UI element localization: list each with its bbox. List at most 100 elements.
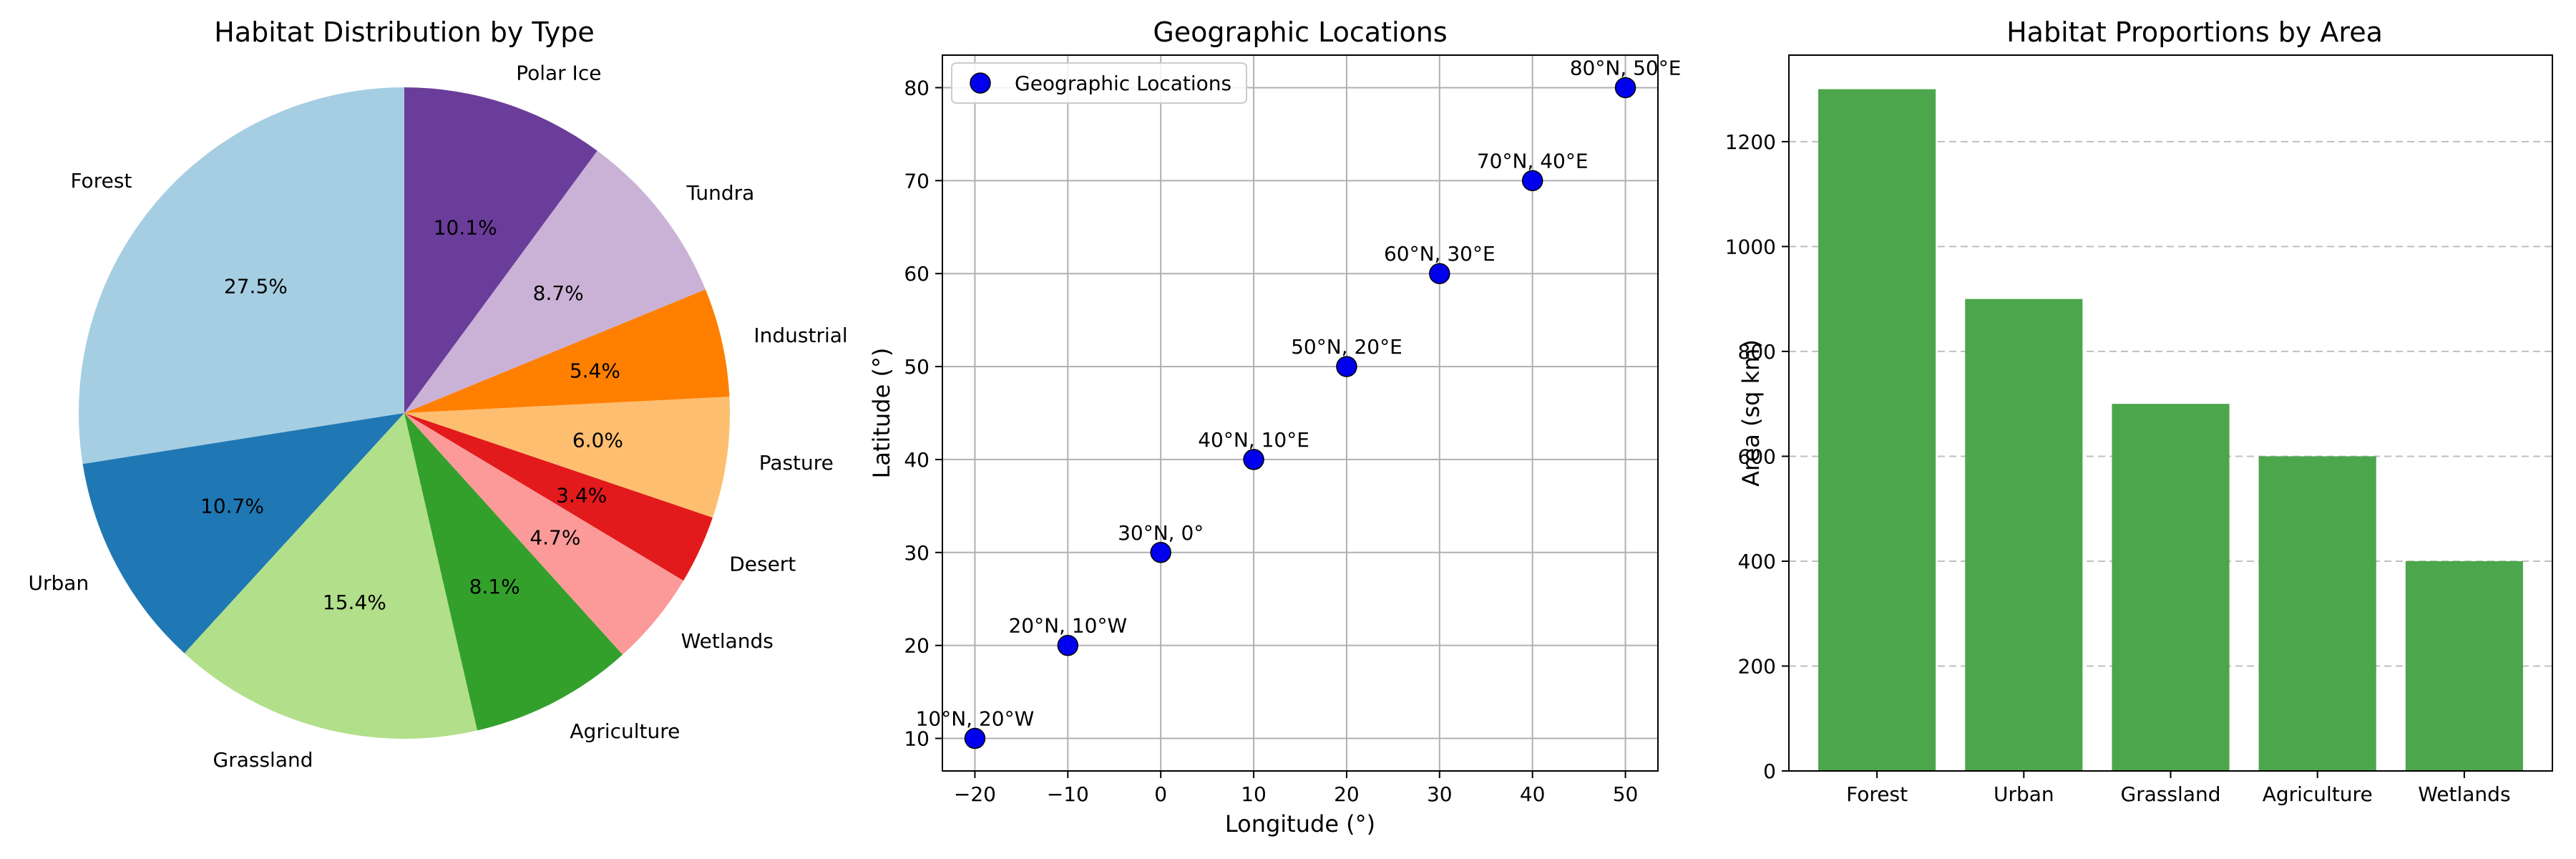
scatter-point xyxy=(1150,542,1171,563)
pie-pct-label-pasture: 6.0% xyxy=(572,429,623,452)
scatter-point xyxy=(1521,170,1543,192)
pie-chart-title: Habitat Distribution by Type xyxy=(214,16,594,48)
scatter-grid xyxy=(942,55,1658,771)
scatter-axes-frame xyxy=(942,54,1659,772)
pie-slice-polar-ice xyxy=(404,87,597,413)
pie-slice-label-urban: Urban xyxy=(29,571,89,595)
scatter-point-label: 40°N, 10°E xyxy=(1198,428,1309,452)
pie-slice-label-tundra: Tundra xyxy=(686,181,755,205)
bar-y-tick-label: 600 xyxy=(1738,445,1776,468)
pie-pct-label-grassland: 15.4% xyxy=(323,591,386,614)
pie-slice-label-polar-ice: Polar Ice xyxy=(516,62,601,85)
scatter-point xyxy=(1336,356,1357,377)
pie-slice-agriculture xyxy=(404,413,623,731)
bar-agriculture xyxy=(2258,456,2376,771)
scatter-y-tick-label: 80 xyxy=(904,76,930,100)
scatter-point-label: 60°N, 30°E xyxy=(1384,242,1496,266)
bar-y-tick-label: 1200 xyxy=(1725,130,1776,154)
bar-urban xyxy=(1965,299,2083,772)
pie-pct-label-wetlands: 4.7% xyxy=(530,525,580,549)
bar-y-tick-label: 800 xyxy=(1738,340,1776,364)
scatter-point xyxy=(964,727,986,749)
bar-grassland xyxy=(2112,404,2230,771)
bar-wetlands xyxy=(2405,560,2523,771)
pie-pct-label-desert: 3.4% xyxy=(556,484,607,508)
scatter-y-axis-label: Latitude (°) xyxy=(868,348,895,479)
scatter-y-tick-label: 40 xyxy=(904,448,930,472)
scatter-point-label: 10°N, 20°W xyxy=(916,707,1035,731)
pie-slice-label-industrial: Industrial xyxy=(753,324,847,347)
scatter-y-tick-label: 10 xyxy=(904,727,930,751)
bar-ticks: 0 200 400 600 800 1000 1200 Forest Urban Grasslan… xyxy=(1725,130,2511,806)
scatter-y-tick-label: 50 xyxy=(904,355,930,379)
scatter-x-tick-label: −20 xyxy=(954,782,996,806)
pie-slice-desert xyxy=(404,413,713,581)
pie-slice-tundra xyxy=(404,150,706,413)
scatter-point xyxy=(1057,634,1079,656)
bar-x-tick-label: Forest xyxy=(1846,782,1908,806)
bar-y-tick-label: 0 xyxy=(1763,759,1776,783)
bar-x-tick-label: Wetlands xyxy=(2418,782,2510,806)
scatter-x-tick-label: 40 xyxy=(1520,782,1546,806)
scatter-x-tick-label: 30 xyxy=(1427,782,1453,806)
bar-x-tick-label: Urban xyxy=(1994,782,2054,806)
pie-slice-label-desert: Desert xyxy=(729,552,796,576)
scatter-chart-title: Geographic Locations xyxy=(1153,16,1447,48)
scatter-y-tick-label: 70 xyxy=(904,169,930,193)
pie-slice-label-agriculture: Agriculture xyxy=(570,719,680,743)
pie-slice-pasture xyxy=(404,397,731,518)
pie-slice-urban xyxy=(82,413,404,654)
scatter-point-label: 70°N, 40°E xyxy=(1477,149,1589,173)
bar-chart-title: Habitat Proportions by Area xyxy=(2006,16,2383,48)
bar-y-tick-label: 400 xyxy=(1738,550,1776,573)
pie-pct-label-forest: 27.5% xyxy=(224,275,288,299)
bar-bars xyxy=(1818,89,2523,772)
pie-slice-label-grassland: Grassland xyxy=(213,748,313,772)
pie-slice-industrial xyxy=(404,289,730,413)
scatter-point-label: 80°N, 50°E xyxy=(1570,56,1682,79)
bar-y-axis-label: Area (sq km) xyxy=(1737,339,1765,487)
scatter-x-tick-label: 50 xyxy=(1613,782,1639,806)
pie-slice-label-wetlands: Wetlands xyxy=(681,629,774,653)
bar-forest xyxy=(1818,89,1936,772)
scatter-x-tick-label: 20 xyxy=(1334,782,1360,806)
scatter-x-tick-label: 10 xyxy=(1241,782,1267,806)
pie-slice-forest xyxy=(78,87,404,465)
pie-slices xyxy=(78,87,731,739)
pie-labels: 27.5% Forest 10.7% Urban 15.4% Grassland 8.1% A… xyxy=(29,62,848,772)
pie-pct-label-urban: 10.7% xyxy=(200,494,264,518)
scatter-point xyxy=(1429,263,1450,284)
legend-entry-text: Geographic Locations xyxy=(1015,72,1231,95)
pie-slice-label-pasture: Pasture xyxy=(759,451,834,475)
scatter-point xyxy=(1243,449,1264,470)
scatter-y-tick-label: 30 xyxy=(904,541,930,565)
bar-x-tick-label: Agriculture xyxy=(2263,782,2373,806)
scatter-x-tick-label: −10 xyxy=(1047,782,1089,806)
bar-chart: Habitat Proportions by Area 0 200 400 600 80… xyxy=(1725,16,2553,806)
scatter-point-label: 50°N, 20°E xyxy=(1291,335,1402,359)
scatter-point-label: 20°N, 10°W xyxy=(1008,614,1127,638)
scatter-x-tick-label: 0 xyxy=(1154,782,1167,806)
pie-pct-label-industrial: 5.4% xyxy=(570,359,620,382)
pie-slice-wetlands xyxy=(404,413,684,655)
pie-pct-label-tundra: 8.7% xyxy=(533,281,584,305)
bar-y-tick-label: 200 xyxy=(1738,654,1776,678)
scatter-y-tick-label: 20 xyxy=(904,634,930,658)
pie-chart: Habitat Distribution by Type 27.5% Forest… xyxy=(29,16,848,772)
pie-pct-label-agriculture: 8.1% xyxy=(469,575,520,598)
pie-slice-grassland xyxy=(184,413,478,739)
bar-y-tick-label: 1000 xyxy=(1725,235,1776,258)
legend-marker xyxy=(970,72,991,94)
scatter-point-label: 30°N, 0° xyxy=(1118,521,1204,545)
bar-axes-frame xyxy=(1788,54,2553,772)
legend-frame xyxy=(951,62,1247,104)
scatter-point xyxy=(1614,77,1636,99)
scatter-ticks: −20 −10 0 10 20 30 40 50 10 20 30 40 50 60 70 80 xyxy=(904,76,1638,806)
scatter-points: 10°N, 20°W 20°N, 10°W 30°N, 0° 40°N, 10°E 50… xyxy=(916,56,1682,749)
pie-slice-label-forest: Forest xyxy=(70,169,132,193)
scatter-legend: Geographic Locations xyxy=(951,62,1247,104)
pie-pct-label-polar-ice: 10.1% xyxy=(434,216,497,240)
scatter-y-tick-label: 60 xyxy=(904,262,930,286)
